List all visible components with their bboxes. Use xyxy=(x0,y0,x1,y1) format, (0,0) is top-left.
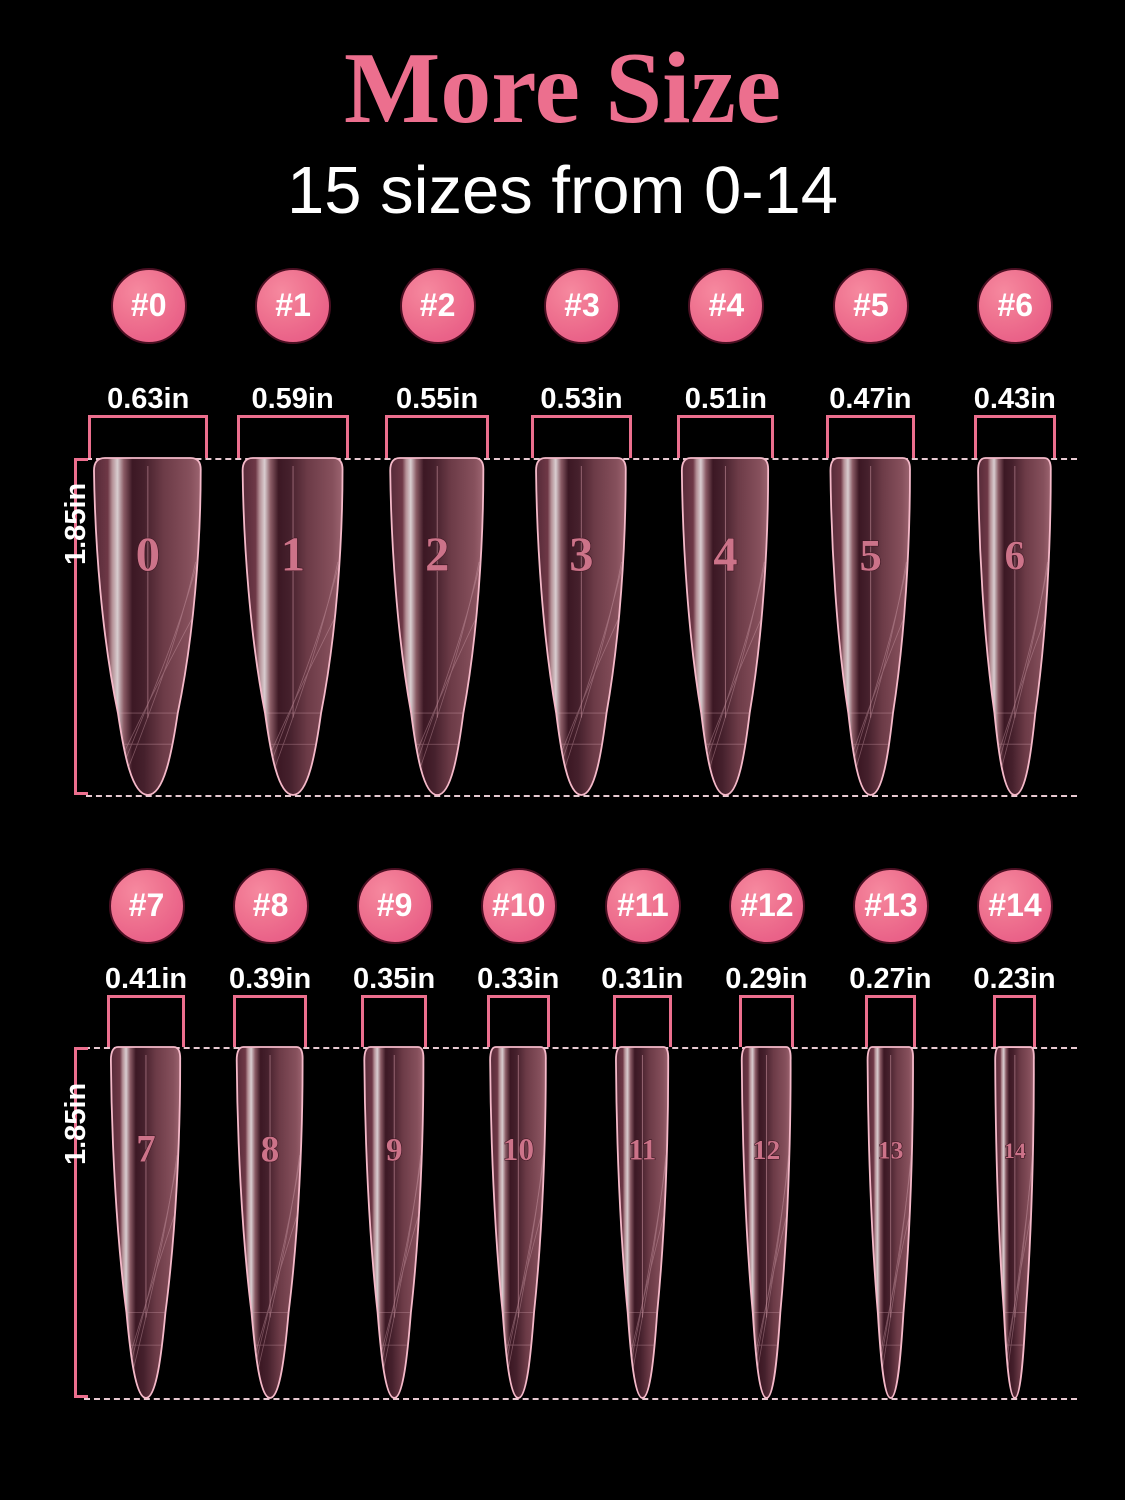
svg-text:8: 8 xyxy=(261,1129,280,1170)
svg-text:11: 11 xyxy=(628,1135,656,1167)
svg-text:6: 6 xyxy=(1005,533,1025,578)
svg-text:7: 7 xyxy=(136,1128,155,1171)
svg-text:14: 14 xyxy=(1004,1138,1026,1163)
svg-text:10: 10 xyxy=(503,1132,534,1167)
svg-text:1: 1 xyxy=(281,529,305,582)
svg-text:3: 3 xyxy=(569,529,593,582)
svg-text:2: 2 xyxy=(425,529,449,582)
svg-text:9: 9 xyxy=(386,1131,403,1168)
svg-text:5: 5 xyxy=(859,530,881,580)
svg-text:4: 4 xyxy=(714,529,738,582)
svg-text:13: 13 xyxy=(878,1136,904,1165)
svg-text:12: 12 xyxy=(753,1135,780,1165)
svg-text:0: 0 xyxy=(136,529,160,582)
